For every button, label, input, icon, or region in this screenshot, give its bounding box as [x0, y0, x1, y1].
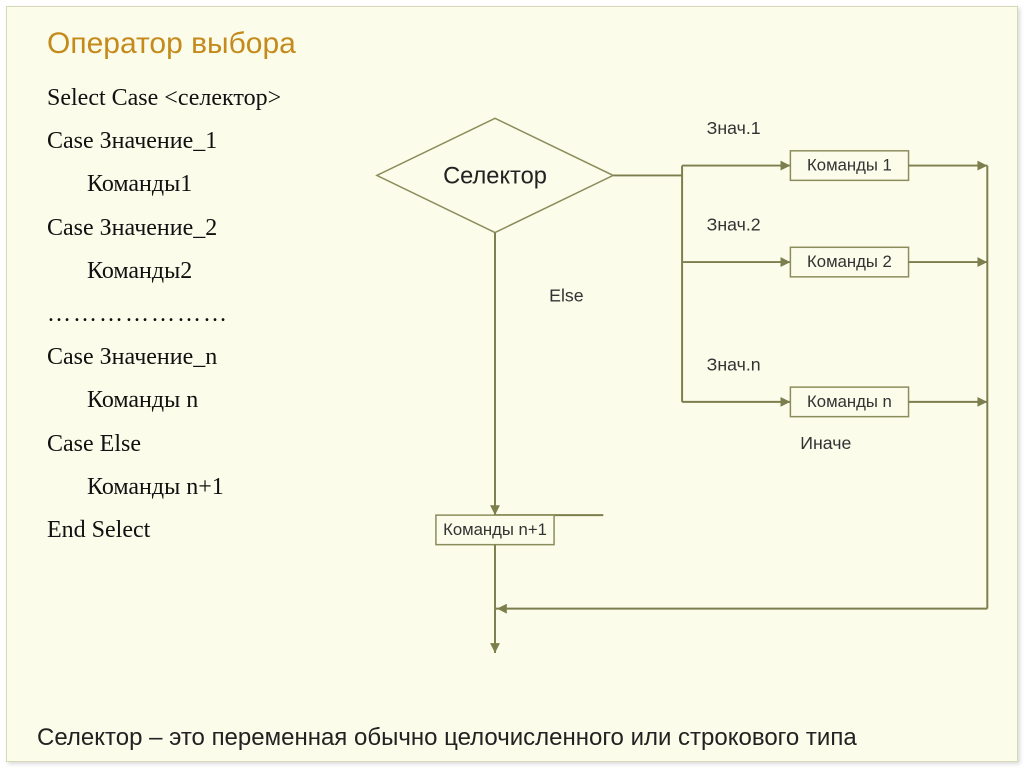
- flowchart: Селектор Знач.1 Команды 1 Знач.2 Команды 2 Зн…: [367, 82, 1007, 707]
- otherwise-label: Иначе: [800, 433, 851, 453]
- code-line: Команды n: [47, 379, 281, 422]
- branch-test: Знач.1: [707, 118, 761, 138]
- code-line: Команды2: [47, 250, 281, 293]
- code-line: Case Else: [47, 423, 281, 466]
- else-label: Else: [549, 285, 584, 305]
- code-block: Select Case <селектор> Case Значение_1 К…: [47, 77, 281, 552]
- branch-cmd: Команды n: [807, 392, 892, 411]
- code-line: Case Значение_1: [47, 120, 281, 163]
- selector-label: Селектор: [443, 163, 547, 189]
- slide-title: Оператор выбора: [47, 27, 296, 61]
- code-line: …………………: [47, 293, 281, 336]
- code-line: Select Case <селектор>: [47, 77, 281, 120]
- code-line: End Select: [47, 509, 281, 552]
- branch-cmd: Команды 1: [807, 156, 892, 175]
- branch-test: Знач.2: [707, 215, 761, 235]
- footer-text: Селектор – это переменная обычно целочис…: [37, 724, 987, 753]
- code-line: Команды n+1: [47, 466, 281, 509]
- slide: Оператор выбора Select Case <селектор> C…: [6, 6, 1018, 762]
- else-cmd: Команды n+1: [443, 520, 547, 539]
- branch-test: Знач.n: [707, 354, 761, 374]
- code-line: Case Значение_n: [47, 336, 281, 379]
- code-line: Команды1: [47, 163, 281, 206]
- branch-cmd: Команды 2: [807, 252, 892, 271]
- code-line: Case Значение_2: [47, 207, 281, 250]
